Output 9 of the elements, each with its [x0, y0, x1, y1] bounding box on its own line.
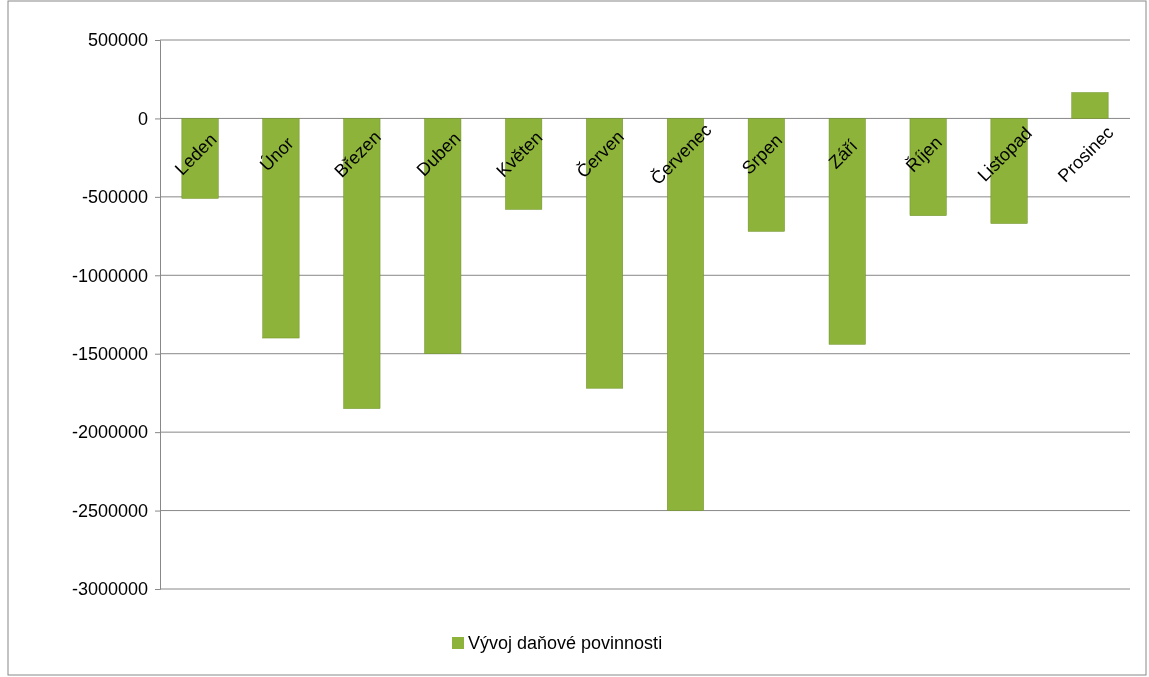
- y-tick-label: 500000: [87, 30, 148, 51]
- legend-label: Vývoj daňové povinnosti: [468, 633, 663, 653]
- y-tick-label: -1000000: [71, 265, 148, 286]
- y-tick-label: -1500000: [71, 343, 148, 364]
- y-tick-label: -2500000: [71, 500, 148, 521]
- y-tick-label: -500000: [81, 187, 148, 208]
- y-tick-label: -2000000: [71, 422, 148, 443]
- y-tick-label: 0: [137, 108, 148, 129]
- y-tick-label: -3000000: [71, 579, 148, 600]
